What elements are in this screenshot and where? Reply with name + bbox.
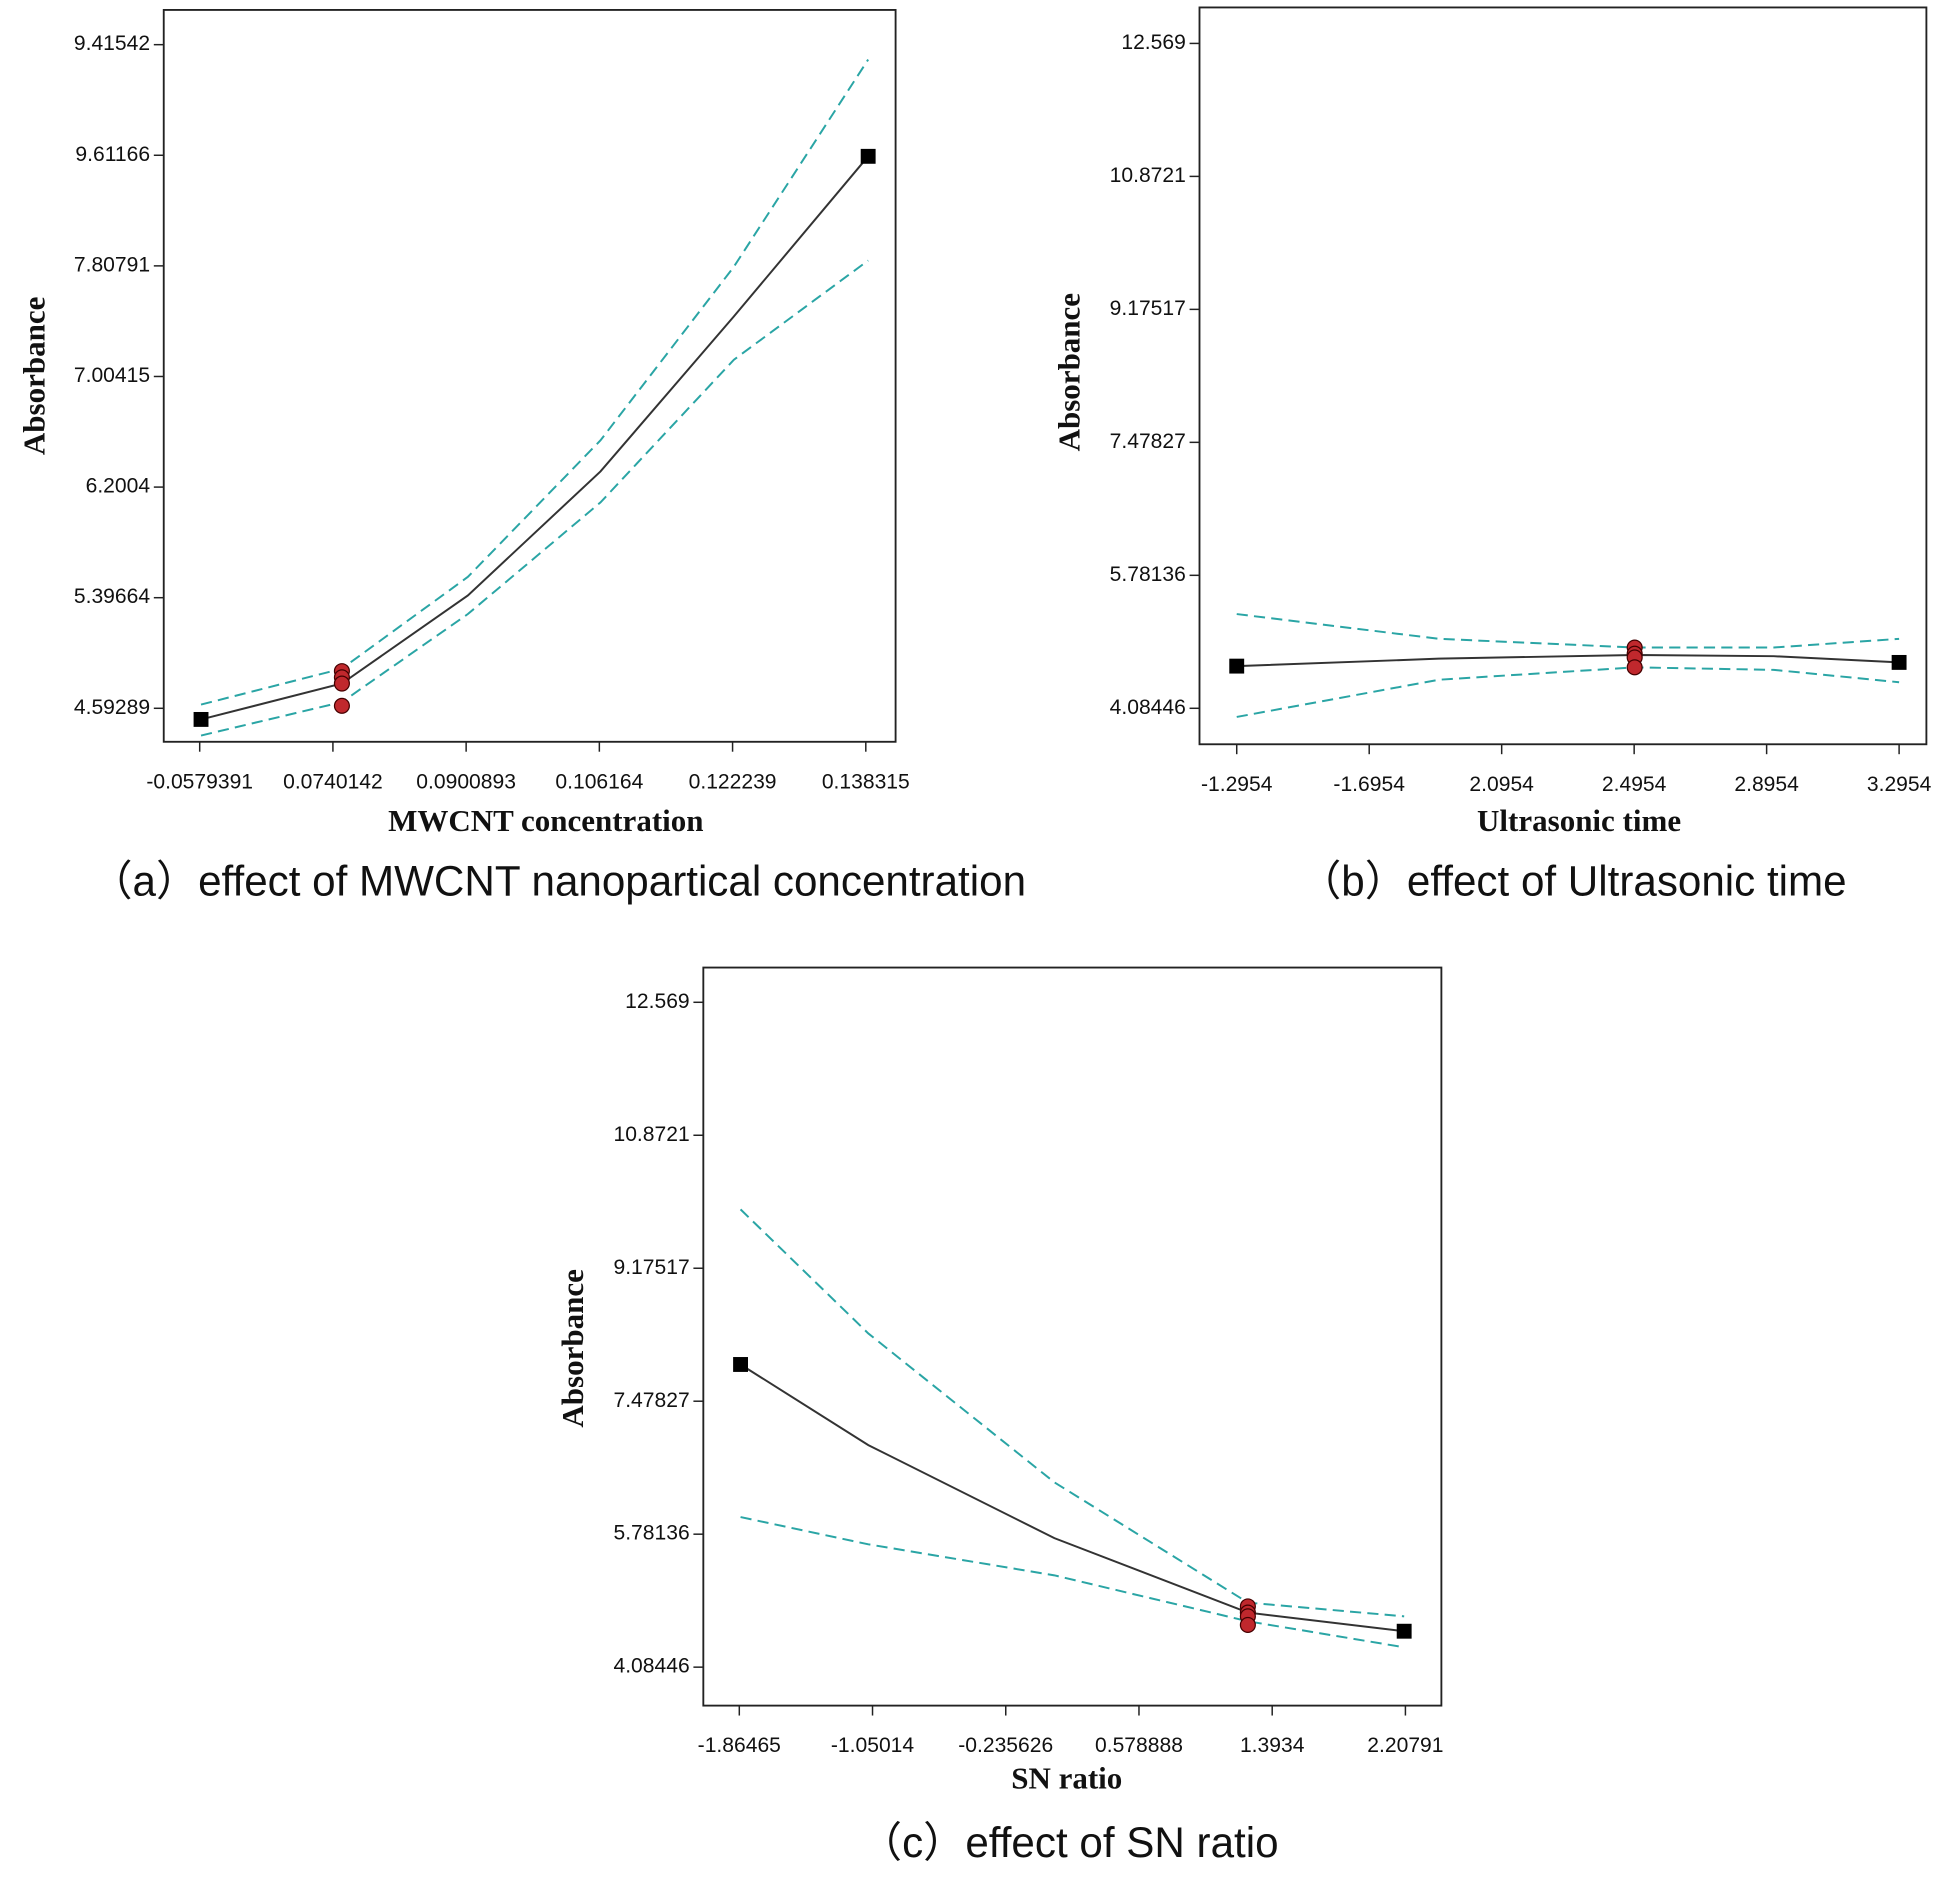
x-tick-label: 0.578888	[1095, 1734, 1183, 1757]
x-axis-label: Ultrasonic time	[1477, 803, 1681, 838]
y-tick-label: 4.59289	[74, 696, 150, 719]
x-axis-label: MWCNT concentration	[388, 803, 703, 838]
x-tick-label: -1.05014	[831, 1734, 914, 1757]
y-tick-label: 12.569	[1121, 31, 1185, 54]
x-tick-label: -0.0579391	[146, 770, 253, 793]
x-tick-label: -0.235626	[958, 1734, 1053, 1757]
plot-frame	[702, 966, 1443, 1707]
x-tick-label: 0.0900893	[416, 770, 516, 793]
y-tick-label: 9.17517	[613, 1256, 689, 1279]
y-axis-label: Absorbance	[17, 297, 52, 455]
caption: （c）effect of SN ratio	[860, 1819, 1279, 1866]
confidence-band	[739, 1208, 1405, 1618]
x-tick-label: 0.122239	[689, 770, 777, 793]
y-tick-label: 9.61166	[75, 143, 150, 166]
plot-frame	[162, 9, 897, 743]
y-tick-label: 12.569	[625, 990, 689, 1013]
design-point	[1396, 1623, 1412, 1639]
y-tick-label: 7.47827	[1110, 430, 1186, 453]
y-axis-label: Absorbance	[1051, 293, 1086, 451]
caption: （a）effect of MWCNT nanopartical concentr…	[90, 858, 1026, 905]
center-point	[333, 697, 350, 714]
x-tick-label: 0.0740142	[283, 770, 383, 793]
y-tick-label: 4.08446	[1110, 696, 1186, 719]
y-tick-label: 5.78136	[1110, 563, 1186, 586]
y-tick-label: 7.80791	[74, 253, 150, 276]
plot-frame	[1198, 6, 1928, 746]
y-tick-label: 4.08446	[613, 1655, 689, 1678]
y-tick-label: 9.41542	[74, 32, 150, 55]
design-point	[193, 711, 209, 727]
y-tick-label: 5.78136	[613, 1522, 689, 1545]
fit-line	[200, 155, 869, 721]
fit-line	[740, 1363, 1405, 1633]
design-point	[1891, 654, 1907, 670]
x-tick-label: 3.2954	[1867, 773, 1932, 796]
design-point	[860, 148, 876, 164]
y-tick-label: 7.47827	[613, 1389, 689, 1412]
y-tick-label: 5.39664	[74, 585, 150, 608]
confidence-band	[1236, 613, 1900, 649]
x-tick-label: 2.8954	[1734, 773, 1799, 796]
y-tick-label: 6.2004	[86, 475, 151, 498]
x-axis-label: SN ratio	[1011, 1761, 1122, 1796]
x-tick-label: 0.106164	[555, 770, 643, 793]
center-point	[1626, 659, 1643, 676]
caption: （b）effect of Ultrasonic time	[1299, 858, 1846, 905]
center-point	[1239, 1616, 1256, 1634]
y-tick-label: 7.00415	[74, 364, 150, 387]
x-tick-label: 2.4954	[1602, 773, 1667, 796]
confidence-band	[200, 259, 869, 737]
center-point	[333, 675, 350, 692]
confidence-band	[1236, 666, 1900, 718]
confidence-band	[740, 1516, 1405, 1649]
panel: 4.08446 5.78136 7.47827 9.17517 10.8721 12.56…	[555, 966, 1444, 1866]
panel: 4.59289 5.39664 6.2004 7.00415 7.80791 9.6116…	[17, 9, 1026, 905]
y-tick-label: 9.17517	[1110, 297, 1186, 320]
x-tick-label: 1.3934	[1240, 1734, 1305, 1757]
x-tick-label: -1.6954	[1333, 773, 1405, 796]
confidence-band	[200, 59, 869, 706]
x-tick-label: 0.138315	[822, 770, 910, 793]
design-point	[733, 1357, 748, 1372]
x-tick-label: 2.0954	[1469, 773, 1534, 796]
design-point	[1229, 658, 1245, 674]
y-tick-label: 10.8721	[1110, 164, 1186, 187]
y-axis-label: Absorbance	[555, 1269, 590, 1427]
x-tick-label: -1.86465	[698, 1734, 781, 1757]
x-tick-label: 2.20791	[1367, 1734, 1443, 1757]
fit-line	[1236, 653, 1900, 668]
x-tick-label: -1.2954	[1201, 773, 1273, 796]
panel: 4.08446 5.78136 7.47827 9.17517 10.8721 12.56…	[1051, 6, 1932, 905]
y-tick-label: 10.8721	[613, 1123, 689, 1146]
